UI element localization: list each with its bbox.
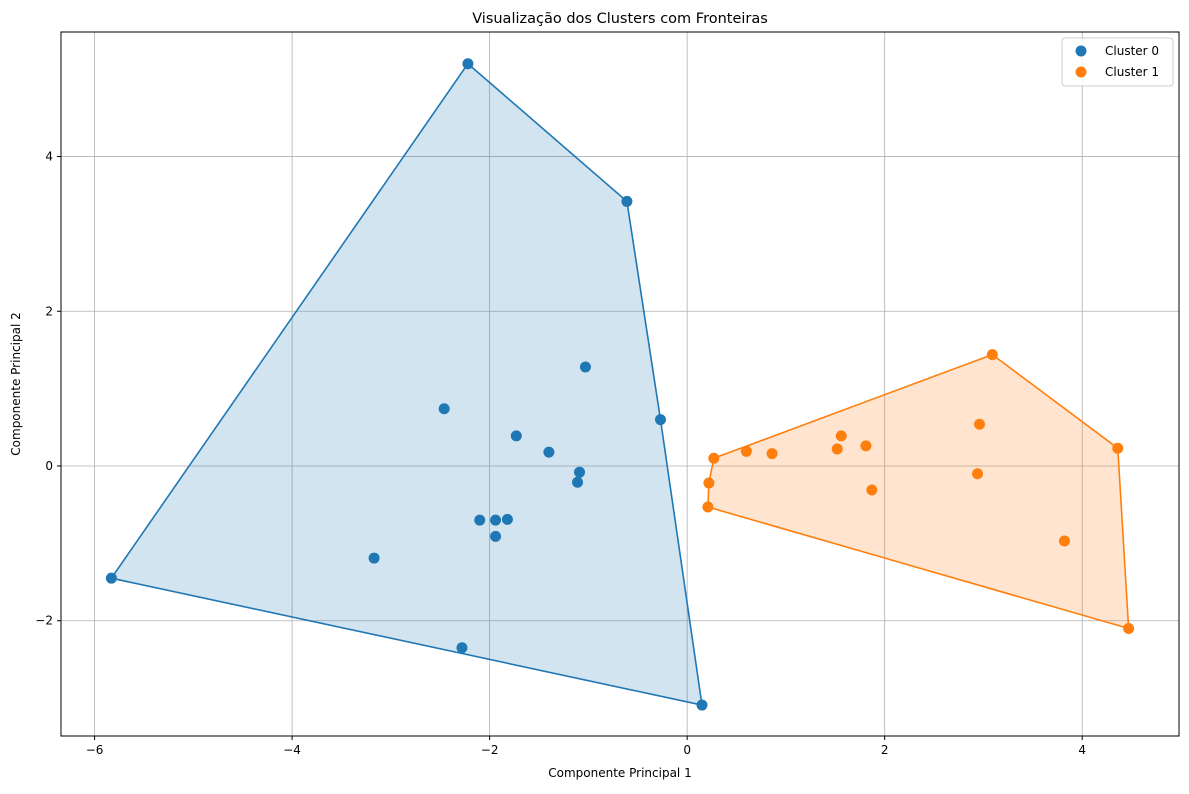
- legend-label: Cluster 1: [1105, 65, 1159, 79]
- cluster-1-point: [703, 477, 715, 489]
- cluster-1-point: [1058, 535, 1070, 547]
- cluster-0-point: [543, 446, 555, 458]
- x-tick-label: −6: [86, 743, 104, 757]
- cluster-0-point: [490, 530, 502, 542]
- y-tick-label: −2: [35, 614, 53, 628]
- grid: [61, 32, 1179, 736]
- cluster-0-hull-fill: [111, 63, 702, 706]
- x-tick-label: 2: [881, 743, 889, 757]
- cluster-0-point: [696, 699, 708, 711]
- cluster-1-point: [986, 349, 998, 361]
- cluster-1-point: [740, 445, 752, 457]
- y-axis-label: Componente Principal 2: [9, 312, 23, 455]
- cluster-1-point: [702, 501, 714, 513]
- y-tick-label: 0: [45, 459, 53, 473]
- x-tick-label: 0: [683, 743, 691, 757]
- cluster-0-point: [654, 414, 666, 426]
- cluster-0-point: [579, 361, 591, 373]
- cluster-hulls: [110, 62, 1130, 707]
- legend-marker: [1075, 45, 1087, 57]
- cluster-0-point: [462, 58, 474, 70]
- cluster-0-point: [501, 513, 513, 525]
- cluster-0-point: [510, 430, 522, 442]
- y-tick-label: 2: [45, 304, 53, 318]
- legend-marker: [1075, 66, 1087, 78]
- cluster-1-point: [831, 443, 843, 455]
- cluster-0-point: [572, 476, 584, 488]
- x-axis-label: Componente Principal 1: [548, 766, 691, 780]
- cluster-0-point: [574, 466, 586, 478]
- cluster-0-point: [621, 195, 633, 207]
- y-tick-label: 4: [45, 150, 53, 164]
- legend-label: Cluster 0: [1105, 44, 1159, 58]
- cluster-1-point: [1112, 442, 1124, 454]
- cluster-1-point: [972, 468, 984, 480]
- legend: Cluster 0 Cluster 1: [1061, 37, 1174, 87]
- x-tick-label: −2: [481, 743, 499, 757]
- cluster-0-point: [105, 572, 117, 584]
- axis-ticks: −6 −4 −2 0 2 4 −2 0 2 4: [35, 150, 1086, 757]
- cluster-0-point: [456, 642, 468, 654]
- cluster-0-point: [368, 552, 380, 564]
- x-tick-label: −4: [283, 743, 301, 757]
- legend-box: [1061, 37, 1174, 87]
- cluster-1-point: [835, 430, 847, 442]
- cluster-0-hull-outline: [110, 62, 703, 707]
- chart-title: Visualização dos Clusters com Fronteiras: [472, 11, 768, 27]
- cluster-1-point: [860, 440, 872, 452]
- cluster-1-hull-fill: [707, 354, 1129, 629]
- cluster-0-point: [490, 514, 502, 526]
- data-points: [105, 58, 1135, 711]
- cluster-1-point: [973, 418, 985, 430]
- cluster-0-point: [438, 403, 450, 415]
- plot-frame: [60, 31, 1180, 737]
- x-tick-label: 4: [1078, 743, 1086, 757]
- cluster-1-point: [866, 484, 878, 496]
- cluster-1-point: [766, 448, 778, 460]
- cluster-1-point: [1123, 622, 1135, 634]
- cluster-1-point: [708, 452, 720, 464]
- cluster-0-point: [474, 514, 486, 526]
